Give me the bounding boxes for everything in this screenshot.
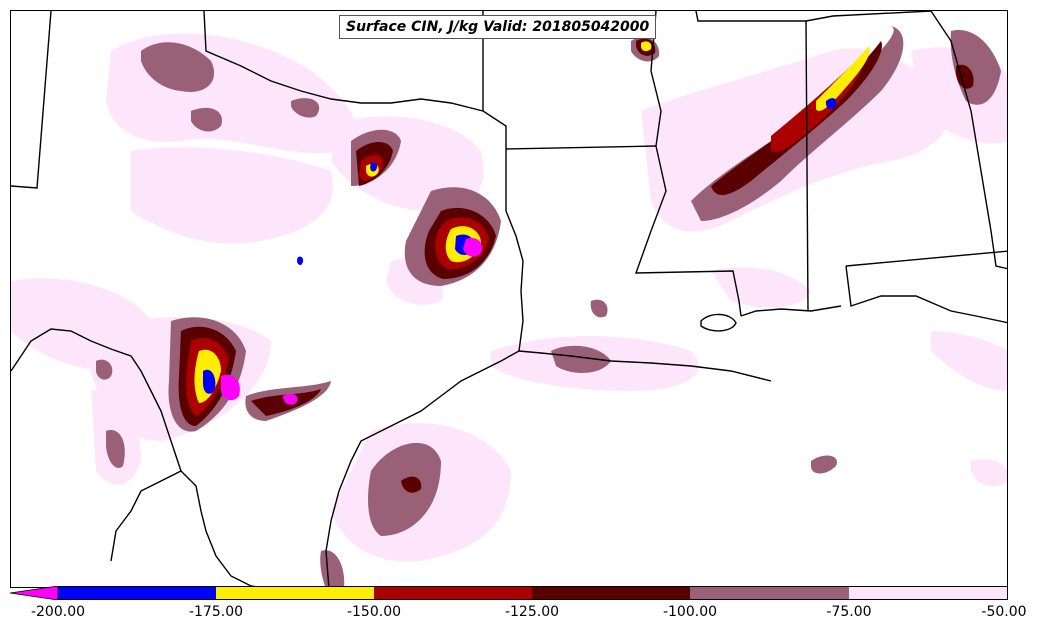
colorbar-outline [57,586,1008,600]
colorbar-extend-min [10,586,59,600]
colorbar-tick-label: -175.00 [188,604,244,620]
colorbar-segment-yellow [216,586,374,600]
colorbar-tick-label: -75.00 [826,604,872,620]
colorbar-segment-dark-red [532,586,690,600]
map-panel [10,10,1008,588]
colorbar-segment-mauve [690,586,849,600]
colorbar-tick-label: -125.00 [504,604,560,620]
colorbar-tick-label: -50.00 [981,604,1027,620]
map-title: Surface CIN, J/kg Valid: 201805042000 [339,15,657,39]
colorbar-tick-label: -150.00 [346,604,402,620]
colorbar-tick-label: -100.00 [662,604,718,620]
cin-shading-magenta [221,237,483,405]
colorbar [10,586,1008,600]
colorbar-tick-label: -200.00 [30,604,86,620]
colorbar-segment-red [374,586,532,600]
cin-contour-map [11,11,1007,587]
map-boundaries [11,11,1007,587]
colorbar-segment-light-pink [849,586,1008,600]
cin-shading-light [11,33,1007,562]
colorbar-segment-blue [58,586,216,600]
